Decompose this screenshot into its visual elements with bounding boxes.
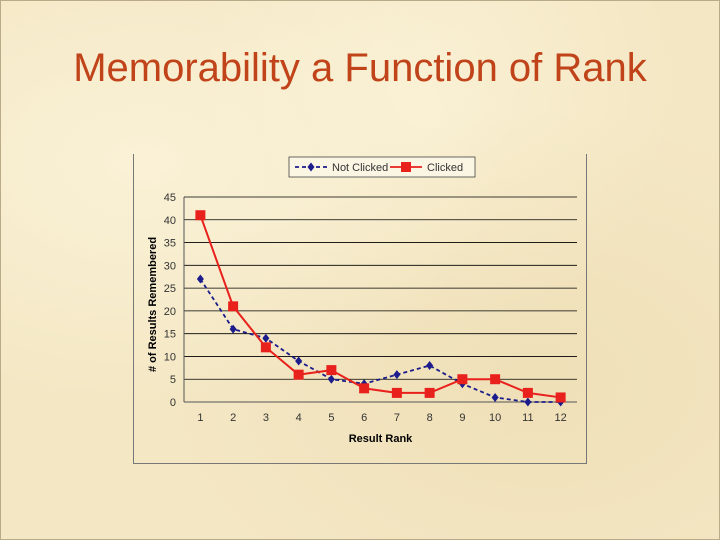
x-tick-label: 7 xyxy=(394,412,400,424)
y-tick-label: 30 xyxy=(164,260,176,272)
y-tick-label: 35 xyxy=(164,238,176,250)
y-tick-label: 0 xyxy=(170,397,176,409)
y-axis-title: # of Results Remembered xyxy=(147,237,159,372)
y-tick-label: 25 xyxy=(164,283,176,295)
data-point-not-clicked xyxy=(307,162,315,172)
y-tick-label: 5 xyxy=(170,374,176,386)
slide-title: Memorability a Function of Rank xyxy=(73,46,647,90)
x-tick-label: 2 xyxy=(230,412,236,424)
x-tick-label: 4 xyxy=(296,412,302,424)
y-tick-label: 20 xyxy=(164,306,176,318)
legend: Not Clicked Clicked xyxy=(288,156,476,178)
plot-area xyxy=(184,197,577,402)
data-point-clicked xyxy=(228,301,239,312)
x-tick-label: 6 xyxy=(361,412,367,424)
data-point-clicked xyxy=(522,387,533,398)
data-point-not-clicked xyxy=(262,333,270,343)
data-point-clicked xyxy=(391,387,402,398)
series-line-not-clicked xyxy=(199,278,561,403)
data-point-not-clicked xyxy=(196,274,204,284)
chart-container: 0 5 10 15 20 25 30 35 40 45 1 2 3 4 5 6 7 8 9 10 11 12 Not Cl… xyxy=(133,154,587,464)
x-tick-label: 10 xyxy=(489,412,501,424)
series-line-clicked xyxy=(199,214,561,399)
data-point-clicked xyxy=(359,383,370,394)
data-point-clicked xyxy=(490,374,501,385)
data-point-not-clicked xyxy=(491,392,499,402)
x-tick-label: 1 xyxy=(197,412,203,424)
data-point-not-clicked xyxy=(393,370,401,380)
x-tick-label: 12 xyxy=(555,412,567,424)
legend-label: Not Clicked xyxy=(332,162,388,174)
legend-label: Clicked xyxy=(427,162,463,174)
data-point-not-clicked xyxy=(327,374,335,384)
y-tick-label: 15 xyxy=(164,329,176,341)
data-point-clicked xyxy=(424,387,435,398)
data-point-clicked xyxy=(293,369,304,380)
data-point-clicked xyxy=(555,392,566,403)
data-point-not-clicked xyxy=(524,397,532,407)
y-tick-label: 10 xyxy=(164,351,176,363)
x-tick-label: 9 xyxy=(459,412,465,424)
data-point-clicked xyxy=(326,365,337,376)
data-point-not-clicked xyxy=(426,361,434,371)
grid-layer xyxy=(184,196,577,402)
data-point-not-clicked xyxy=(229,324,237,334)
x-tick-label: 5 xyxy=(328,412,334,424)
x-tick-label: 3 xyxy=(263,412,269,424)
x-tick-label: 8 xyxy=(427,412,433,424)
data-point-clicked xyxy=(457,374,468,385)
y-tick-label: 45 xyxy=(164,192,176,204)
x-tick-label: 11 xyxy=(522,412,533,424)
data-point-not-clicked xyxy=(295,356,303,366)
data-point-clicked xyxy=(260,342,271,353)
data-point-clicked xyxy=(195,210,206,221)
data-point-clicked xyxy=(401,162,411,172)
series-layer xyxy=(195,210,566,407)
legend-box xyxy=(288,156,476,178)
x-axis-title: Result Rank xyxy=(349,433,413,445)
y-tick-label: 40 xyxy=(164,215,176,227)
